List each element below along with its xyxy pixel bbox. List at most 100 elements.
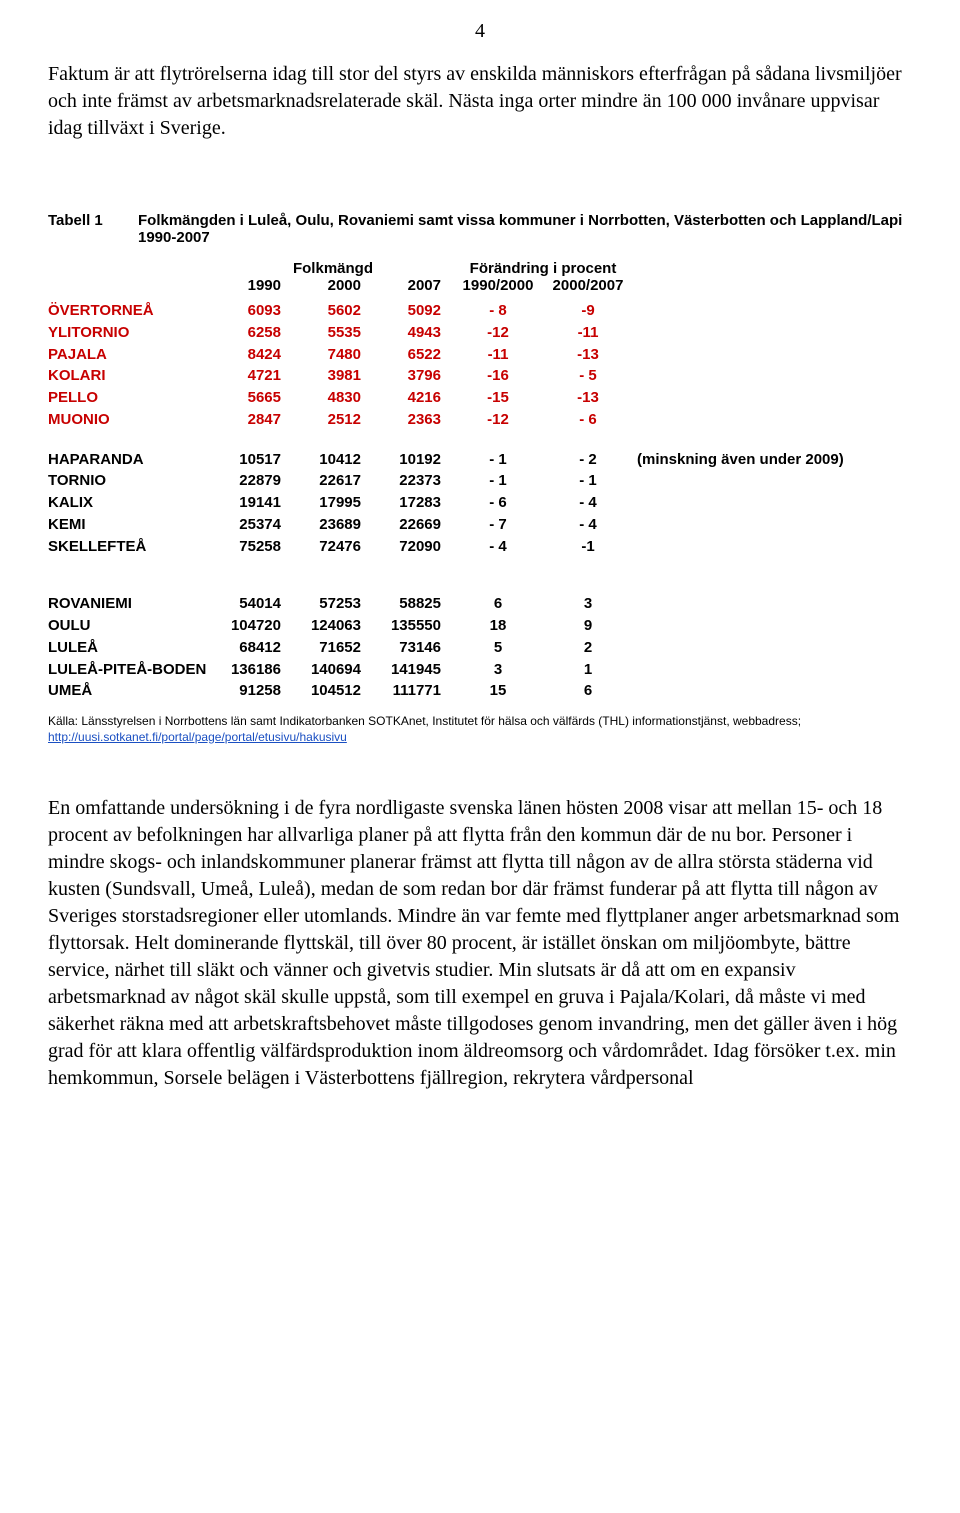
row-name: UMEÅ	[48, 680, 213, 702]
row-name: KOLARI	[48, 365, 213, 387]
table-source: Källa: Länsstyrelsen i Norrbottens län s…	[48, 714, 912, 745]
row-value: 58825	[373, 593, 453, 615]
row-percent: 3	[543, 593, 633, 615]
row-percent: -11	[543, 322, 633, 344]
header-population: Folkmängd	[213, 260, 453, 277]
row-note: (minskning även under 2009)	[633, 449, 912, 471]
row-value: 10517	[213, 449, 293, 471]
row-value: 17283	[373, 492, 453, 514]
row-value: 7480	[293, 344, 373, 366]
row-percent: -12	[453, 322, 543, 344]
row-value: 71652	[293, 637, 373, 659]
row-value: 5535	[293, 322, 373, 344]
row-value: 22669	[373, 514, 453, 536]
row-percent: - 2	[543, 449, 633, 471]
row-value: 25374	[213, 514, 293, 536]
row-name: TORNIO	[48, 470, 213, 492]
row-name: LULEÅ-PITEÅ-BODEN	[48, 659, 213, 681]
paragraph-1: Faktum är att flytrörelserna idag till s…	[48, 61, 912, 142]
table-title: Folkmängden i Luleå, Oulu, Rovaniemi sam…	[138, 212, 912, 246]
row-value: 23689	[293, 514, 373, 536]
row-value: 17995	[293, 492, 373, 514]
paragraph-1-text: Faktum är att flytrörelserna idag till s…	[48, 61, 912, 142]
period-2: 2000/2007	[543, 277, 633, 294]
row-value: 75258	[213, 536, 293, 558]
table-row: KEMI253742368922669- 7- 4	[48, 514, 912, 536]
document-page: 4 Faktum är att flytrörelserna idag till…	[0, 0, 960, 1136]
row-value: 111771	[373, 680, 453, 702]
row-percent: - 6	[453, 492, 543, 514]
row-value: 104720	[213, 615, 293, 637]
row-percent: - 1	[543, 470, 633, 492]
row-percent: -1	[543, 536, 633, 558]
row-value: 140694	[293, 659, 373, 681]
row-value: 5092	[373, 300, 453, 322]
row-value: 3981	[293, 365, 373, 387]
row-value: 72476	[293, 536, 373, 558]
row-name: PELLO	[48, 387, 213, 409]
row-percent: - 5	[543, 365, 633, 387]
row-name: ÖVERTORNEÅ	[48, 300, 213, 322]
row-value: 91258	[213, 680, 293, 702]
row-percent: - 1	[453, 449, 543, 471]
row-percent: 9	[543, 615, 633, 637]
row-percent: - 4	[543, 514, 633, 536]
table-row: LULEÅ-PITEÅ-BODEN13618614069414194531	[48, 659, 912, 681]
table-row: ROVANIEMI54014572535882563	[48, 593, 912, 615]
row-percent: -13	[543, 344, 633, 366]
row-percent: - 4	[453, 536, 543, 558]
header-change: Förändring i procent	[453, 260, 633, 277]
row-value: 22879	[213, 470, 293, 492]
table-row: HAPARANDA105171041210192- 1- 2(minskning…	[48, 449, 912, 471]
row-value: 19141	[213, 492, 293, 514]
row-percent: - 6	[543, 409, 633, 431]
table-row: TORNIO228792261722373- 1- 1	[48, 470, 912, 492]
row-percent: 3	[453, 659, 543, 681]
table-row: SKELLEFTEÅ752587247672090- 4-1	[48, 536, 912, 558]
row-percent: -12	[453, 409, 543, 431]
row-value: 3796	[373, 365, 453, 387]
table-header-1: Folkmängd Förändring i procent	[48, 260, 912, 277]
row-value: 57253	[293, 593, 373, 615]
table-row: KALIX191411799517283- 6- 4	[48, 492, 912, 514]
table-row: ÖVERTORNEÅ609356025092- 8-9	[48, 300, 912, 322]
row-value: 4943	[373, 322, 453, 344]
source-text: Källa: Länsstyrelsen i Norrbottens län s…	[48, 714, 801, 728]
row-percent: -15	[453, 387, 543, 409]
table-title-row: Tabell 1 Folkmängden i Luleå, Oulu, Rova…	[48, 212, 912, 246]
row-value: 54014	[213, 593, 293, 615]
row-percent: 1	[543, 659, 633, 681]
row-percent: -13	[543, 387, 633, 409]
row-percent: - 4	[543, 492, 633, 514]
row-percent: -16	[453, 365, 543, 387]
paragraph-2-text: En omfattande undersökning i de fyra nor…	[48, 795, 912, 1092]
table-label: Tabell 1	[48, 212, 118, 246]
row-value: 2363	[373, 409, 453, 431]
row-percent: 6	[543, 680, 633, 702]
row-value: 22617	[293, 470, 373, 492]
row-percent: 18	[453, 615, 543, 637]
row-value: 135550	[373, 615, 453, 637]
table-header-years: 1990 2000 2007 1990/2000 2000/2007	[48, 277, 912, 294]
table-row: PELLO566548304216-15-13	[48, 387, 912, 409]
population-table: Tabell 1 Folkmängden i Luleå, Oulu, Rova…	[48, 212, 912, 745]
row-value: 6093	[213, 300, 293, 322]
row-value: 6522	[373, 344, 453, 366]
row-value: 4721	[213, 365, 293, 387]
source-link[interactable]: http://uusi.sotkanet.fi/portal/page/port…	[48, 730, 347, 744]
row-name: ROVANIEMI	[48, 593, 213, 615]
row-name: SKELLEFTEÅ	[48, 536, 213, 558]
page-number: 4	[48, 20, 912, 43]
row-name: PAJALA	[48, 344, 213, 366]
table-row: MUONIO284725122363-12- 6	[48, 409, 912, 431]
row-value: 6258	[213, 322, 293, 344]
row-name: LULEÅ	[48, 637, 213, 659]
table-row: YLITORNIO625855354943-12-11	[48, 322, 912, 344]
row-percent: 15	[453, 680, 543, 702]
row-value: 2512	[293, 409, 373, 431]
row-name: KALIX	[48, 492, 213, 514]
year-1990: 1990	[213, 277, 293, 294]
row-value: 8424	[213, 344, 293, 366]
row-value: 104512	[293, 680, 373, 702]
row-value: 10412	[293, 449, 373, 471]
